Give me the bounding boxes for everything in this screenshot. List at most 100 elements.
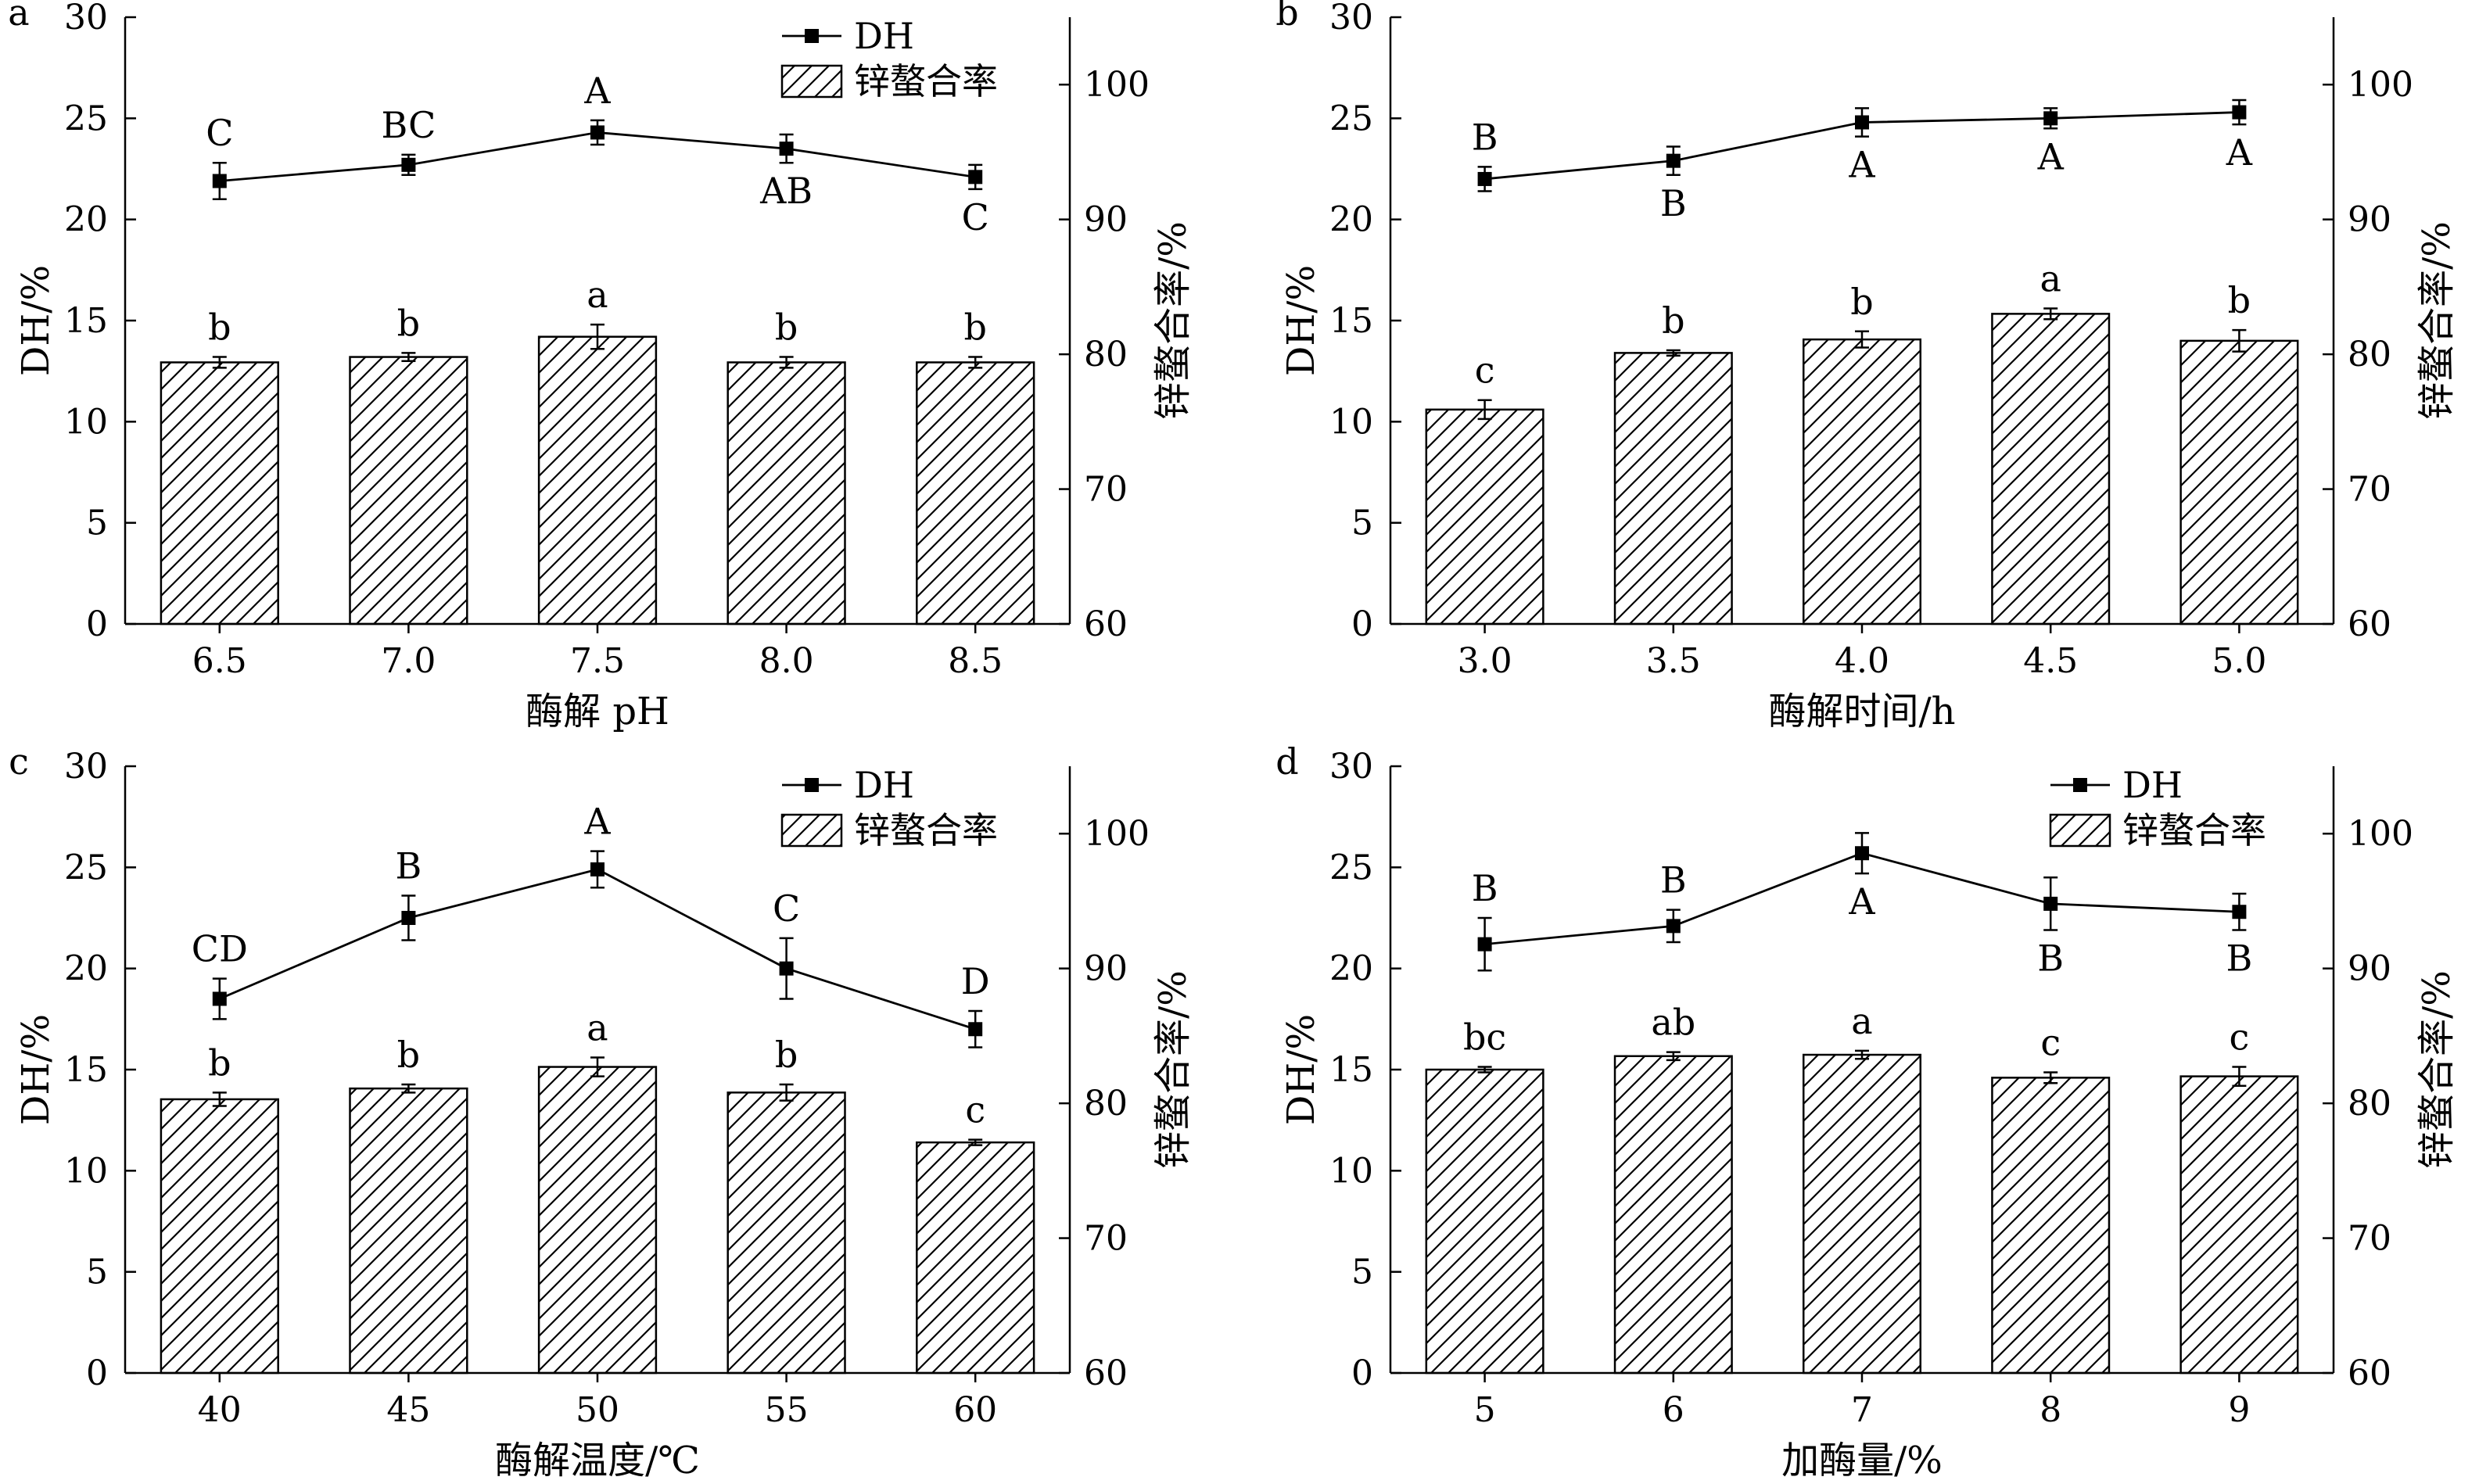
dh-point <box>2043 111 2058 126</box>
left-tick-label: 0 <box>86 604 108 644</box>
left-tick-label: 10 <box>1329 402 1373 442</box>
right-tick-label: 90 <box>1084 200 1128 240</box>
right-axis-title: 锌螯合率/% <box>2415 970 2459 1169</box>
left-tick-label: 25 <box>64 848 108 887</box>
left-tick-label: 20 <box>1329 200 1373 240</box>
dh-significance-label: C <box>773 887 800 930</box>
bar <box>2179 1075 2299 1375</box>
dh-point <box>1666 919 1681 934</box>
bar <box>1613 1055 1733 1375</box>
dh-point <box>779 961 794 976</box>
legend-label-dh: DH <box>2122 764 2183 806</box>
legend-label-zinc: 锌螯合率 <box>854 60 998 102</box>
bar-significance-label: b <box>1850 281 1873 323</box>
dh-point <box>590 125 605 140</box>
bar <box>1991 313 2111 626</box>
left-tick-label: 10 <box>1329 1151 1373 1191</box>
x-tick-label: 60 <box>953 1390 997 1430</box>
left-tick-label: 10 <box>64 1151 108 1191</box>
left-tick-label: 30 <box>64 747 108 787</box>
dh-significance-label: B <box>1660 859 1687 902</box>
bar <box>1425 408 1544 626</box>
dh-significance-label: D <box>961 960 990 1002</box>
bar <box>160 361 279 626</box>
legend-marker-swatch <box>2073 778 2087 792</box>
x-axis-title: 酶解时间/h <box>1768 690 1955 733</box>
right-tick-label: 60 <box>2348 604 2391 644</box>
left-tick-label: 5 <box>1351 1253 1373 1292</box>
legend-label-dh: DH <box>854 764 914 806</box>
bar <box>1802 1053 1922 1375</box>
bar <box>2179 339 2299 626</box>
left-axis-title: DH/% <box>1279 1014 1323 1125</box>
right-tick-label: 80 <box>2348 335 2391 375</box>
dh-significance-label: B <box>2037 937 2064 980</box>
bar-significance-label: b <box>2228 279 2251 321</box>
dh-point <box>1477 937 1492 952</box>
dh-significance-label: A <box>1848 880 1875 923</box>
panel-letter: a <box>8 0 29 34</box>
dh-significance-label: A <box>583 70 611 112</box>
x-tick-label: 6.5 <box>192 641 247 681</box>
x-axis-title: 酶解温度/℃ <box>495 1439 700 1482</box>
right-tick-label: 60 <box>2348 1353 2391 1393</box>
right-tick-label: 70 <box>2348 470 2391 510</box>
bar <box>537 335 658 626</box>
left-tick-label: 20 <box>64 949 108 989</box>
x-tick-label: 55 <box>765 1390 809 1430</box>
x-tick-label: 5.0 <box>2212 641 2266 681</box>
right-tick-label: 60 <box>1084 1353 1128 1393</box>
legend-bar-swatch <box>780 64 843 99</box>
bar-significance-label: ab <box>1651 1002 1695 1044</box>
legend-bar-swatch <box>780 813 843 848</box>
bar <box>537 1066 658 1375</box>
dh-point <box>401 157 416 172</box>
dh-point <box>590 862 605 876</box>
left-tick-label: 15 <box>1329 1050 1373 1090</box>
left-axis-title: DH/% <box>1279 265 1323 376</box>
dh-point <box>212 174 227 188</box>
bar <box>1613 352 1733 626</box>
bar-significance-label: c <box>2230 1016 2250 1059</box>
left-tick-label: 25 <box>1329 99 1373 138</box>
x-tick-label: 50 <box>576 1390 619 1430</box>
right-tick-label: 70 <box>1084 470 1128 510</box>
x-tick-label: 5 <box>1474 1390 1496 1430</box>
right-tick-label: 90 <box>2348 949 2391 989</box>
dh-significance-label: B <box>1472 867 1498 909</box>
left-axis-title: DH/% <box>14 265 58 376</box>
legend-label-dh: DH <box>854 15 914 57</box>
dh-point <box>968 1022 983 1037</box>
legend-label-zinc: 锌螯合率 <box>2122 809 2266 851</box>
dh-significance-label: A <box>1848 144 1875 186</box>
bar <box>726 1091 846 1375</box>
left-tick-label: 25 <box>1329 848 1373 887</box>
bar <box>1802 338 1922 626</box>
dh-significance-label: BC <box>381 104 436 146</box>
left-tick-label: 10 <box>64 402 108 442</box>
panel-a: a b b a b b C BC A AB C 0 5 10 15 20 25 30 60 70 80 90 100 6.5 7… <box>8 0 1195 733</box>
left-tick-label: 20 <box>1329 949 1373 989</box>
x-tick-label: 3.0 <box>1458 641 1512 681</box>
left-tick-label: 15 <box>64 1050 108 1090</box>
dh-point <box>968 170 983 185</box>
right-tick-label: 100 <box>1084 814 1150 854</box>
bar-significance-label: c <box>1475 349 1495 392</box>
bar-significance-label: b <box>1662 299 1684 342</box>
x-tick-label: 3.5 <box>1646 641 1701 681</box>
right-tick-label: 80 <box>1084 335 1128 375</box>
dh-significance-label: C <box>206 112 233 154</box>
right-tick-label: 100 <box>2348 814 2413 854</box>
bar <box>726 361 846 626</box>
right-tick-label: 90 <box>2348 200 2391 240</box>
x-tick-label: 40 <box>198 1390 242 1430</box>
right-tick-label: 80 <box>2348 1084 2391 1124</box>
left-tick-label: 5 <box>86 1253 108 1292</box>
legend-label-zinc: 锌螯合率 <box>854 809 998 851</box>
bar-significance-label: a <box>587 274 608 316</box>
panel-letter: d <box>1275 740 1298 783</box>
bar <box>1425 1068 1544 1375</box>
bar <box>1991 1077 2111 1375</box>
left-tick-label: 0 <box>86 1353 108 1393</box>
dh-point <box>2043 896 2058 911</box>
